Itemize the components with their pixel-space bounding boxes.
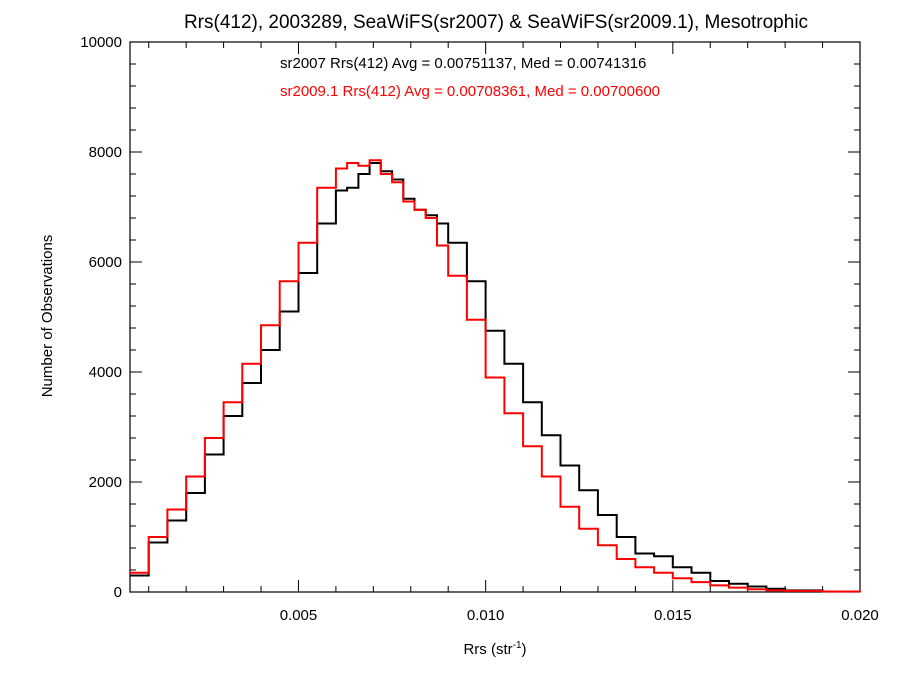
x-tick-label: 0.005: [280, 607, 318, 624]
y-axis-label: Number of Observations: [39, 235, 56, 398]
x-tick-label: 0.020: [841, 607, 879, 624]
y-tick-label: 10000: [80, 34, 122, 51]
x-axis-label-main: Rrs (str: [463, 641, 512, 658]
tick-labels: 0 2000 4000 6000 8000 10000 0.005 0.010 0.015 0.0…: [80, 34, 878, 624]
y-tick-label: 0: [114, 584, 122, 601]
x-axis-label-end: ): [522, 641, 527, 658]
annotation-sr2007: sr2007 Rrs(412) Avg = 0.00751137, Med = …: [280, 55, 646, 72]
y-tick-label: 4000: [89, 364, 122, 381]
x-axis-label: Rrs (str-1): [463, 640, 526, 658]
series-sr2009-line: [130, 159, 861, 593]
y-tick-label: 8000: [89, 144, 122, 161]
x-tick-label: 0.015: [654, 607, 692, 624]
x-tick-label: 0.010: [467, 607, 505, 624]
series-lines: [130, 159, 861, 593]
y-tick-label: 6000: [89, 254, 122, 271]
chart-title: Rrs(412), 2003289, SeaWiFS(sr2007) & Sea…: [184, 12, 808, 33]
tick-marks: [130, 41, 861, 593]
y-tick-label: 2000: [89, 474, 122, 491]
annotation-sr2009: sr2009.1 Rrs(412) Avg = 0.00708361, Med …: [280, 83, 660, 100]
plot-frame: [129, 41, 861, 593]
x-axis-label-superscript: -1: [513, 640, 522, 651]
